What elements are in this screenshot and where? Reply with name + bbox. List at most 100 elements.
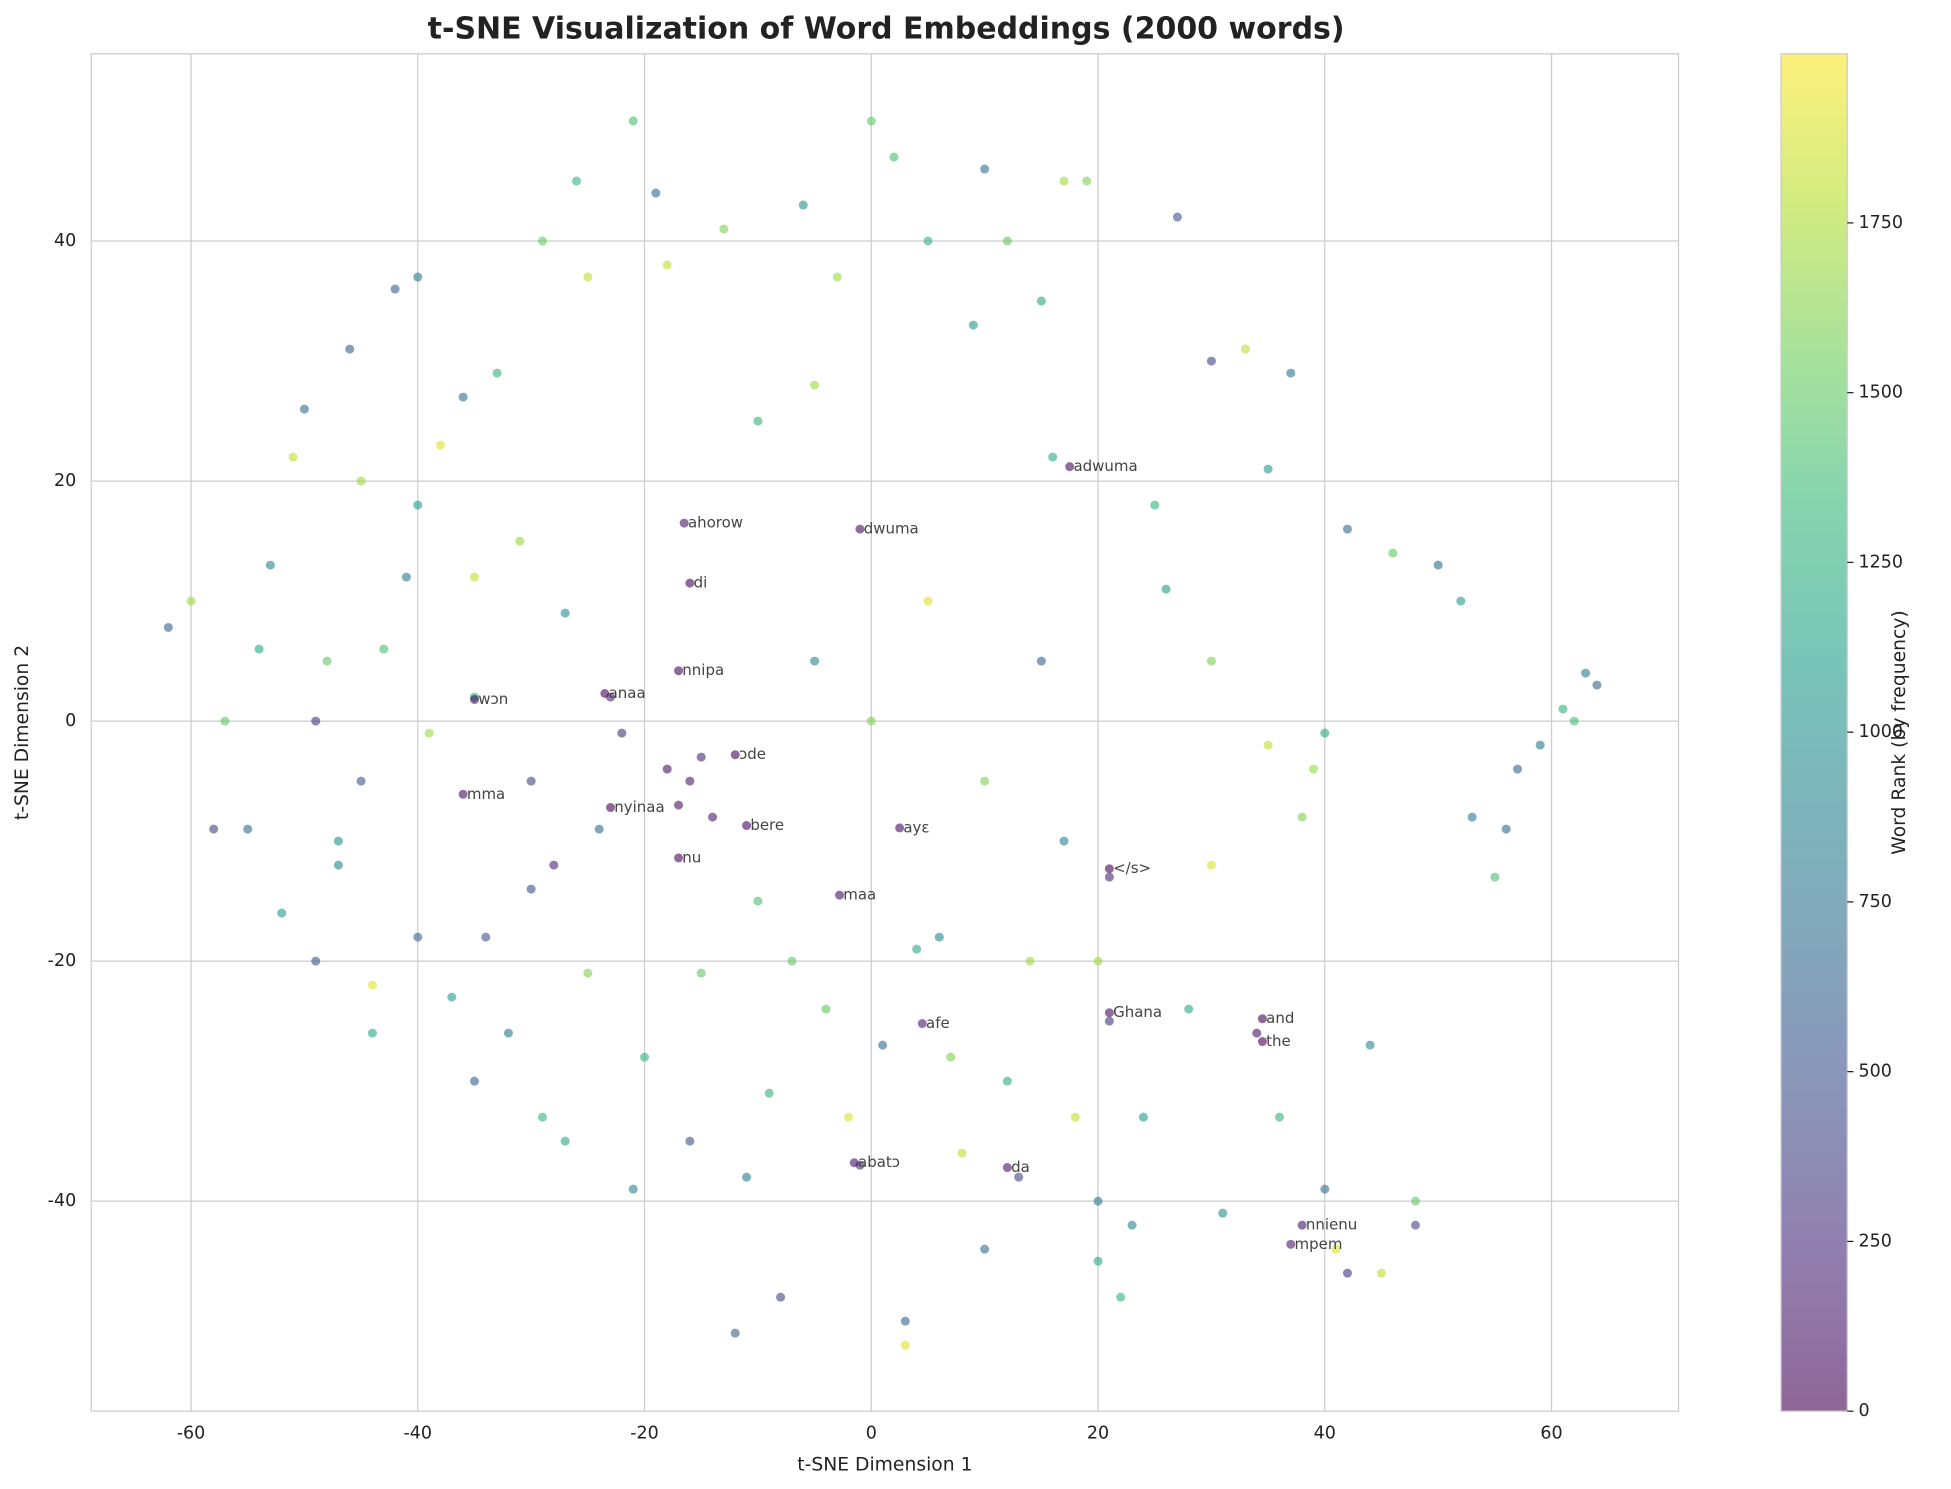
point bbox=[957, 1148, 967, 1158]
point bbox=[764, 1088, 774, 1098]
x-tick-label: -60 bbox=[177, 1424, 206, 1444]
point bbox=[753, 416, 763, 426]
point bbox=[708, 812, 718, 822]
point bbox=[345, 344, 355, 354]
point bbox=[674, 853, 684, 863]
word-label: dwuma bbox=[864, 520, 919, 538]
chart-title: t-SNE Visualization of Word Embeddings (… bbox=[428, 12, 1345, 47]
point bbox=[1065, 462, 1075, 472]
point bbox=[1257, 1037, 1267, 1047]
point bbox=[1082, 176, 1092, 186]
x-tick-label: 0 bbox=[866, 1424, 877, 1444]
word-label: abatɔ bbox=[858, 1153, 900, 1171]
x-tick-label: 20 bbox=[1087, 1424, 1109, 1444]
point bbox=[600, 688, 610, 698]
point bbox=[832, 272, 842, 282]
point bbox=[1342, 1268, 1352, 1278]
point bbox=[1320, 1184, 1330, 1194]
point bbox=[844, 1112, 854, 1122]
word-label: wɔn bbox=[478, 690, 508, 708]
point bbox=[526, 884, 536, 894]
y-tick-label: 20 bbox=[54, 471, 76, 491]
point bbox=[1433, 560, 1443, 570]
point bbox=[1127, 1220, 1137, 1230]
colorbar bbox=[1780, 53, 1848, 1412]
point bbox=[322, 656, 332, 666]
point bbox=[679, 518, 689, 528]
point bbox=[254, 644, 264, 654]
point bbox=[549, 860, 559, 870]
y-axis-label: t-SNE Dimension 2 bbox=[12, 645, 33, 820]
point bbox=[1025, 956, 1035, 966]
point bbox=[1388, 548, 1398, 558]
point bbox=[571, 176, 581, 186]
point bbox=[866, 116, 876, 126]
word-label: mpem bbox=[1295, 1235, 1343, 1253]
point bbox=[594, 824, 604, 834]
y-tick-label: -20 bbox=[48, 951, 77, 971]
point bbox=[628, 116, 638, 126]
point bbox=[413, 932, 423, 942]
point bbox=[560, 1136, 570, 1146]
point bbox=[685, 578, 695, 588]
point bbox=[469, 572, 479, 582]
point bbox=[1206, 656, 1216, 666]
point bbox=[458, 392, 468, 402]
point bbox=[835, 890, 845, 900]
point bbox=[1002, 1076, 1012, 1086]
point bbox=[1184, 1004, 1194, 1014]
point bbox=[849, 1158, 859, 1168]
word-label: maa bbox=[843, 886, 876, 904]
point bbox=[1161, 584, 1171, 594]
point bbox=[390, 284, 400, 294]
point bbox=[503, 1028, 513, 1038]
colorbar-tick-label: 500 bbox=[1859, 1062, 1892, 1082]
colorbar-label: Word Rank (by frequency) bbox=[1889, 610, 1910, 854]
point bbox=[1002, 236, 1012, 246]
point bbox=[980, 776, 990, 786]
point bbox=[458, 789, 468, 799]
point bbox=[537, 1112, 547, 1122]
point bbox=[1365, 1040, 1375, 1050]
word-label: nu bbox=[682, 848, 701, 866]
point bbox=[912, 944, 922, 954]
point bbox=[424, 728, 434, 738]
point bbox=[1070, 1112, 1080, 1122]
x-tick-label: -20 bbox=[630, 1424, 659, 1444]
y-tick-label: 40 bbox=[54, 231, 76, 251]
point bbox=[968, 320, 978, 330]
point bbox=[855, 524, 865, 534]
point bbox=[515, 536, 525, 546]
point bbox=[651, 188, 661, 198]
point bbox=[1535, 740, 1545, 750]
point bbox=[1059, 836, 1069, 846]
word-label: nnienu bbox=[1306, 1216, 1357, 1234]
point bbox=[606, 803, 616, 813]
point bbox=[1036, 656, 1046, 666]
point bbox=[1558, 704, 1568, 714]
word-label: </s> bbox=[1113, 859, 1151, 877]
point bbox=[299, 404, 309, 414]
point bbox=[1501, 824, 1511, 834]
point bbox=[810, 656, 820, 666]
point bbox=[333, 860, 343, 870]
point bbox=[730, 750, 740, 760]
point bbox=[492, 368, 502, 378]
word-label: adwuma bbox=[1073, 457, 1137, 475]
point bbox=[186, 596, 196, 606]
point bbox=[674, 800, 684, 810]
point bbox=[934, 932, 944, 942]
word-label: nnipa bbox=[682, 661, 724, 679]
point bbox=[469, 694, 479, 704]
point bbox=[730, 1328, 740, 1338]
point bbox=[889, 152, 899, 162]
word-label: anaa bbox=[609, 684, 646, 702]
point bbox=[787, 956, 797, 966]
point bbox=[900, 1340, 910, 1350]
point bbox=[1002, 1163, 1012, 1173]
colorbar-tick-label: 1750 bbox=[1859, 213, 1904, 233]
point bbox=[1150, 500, 1160, 510]
point bbox=[1093, 1196, 1103, 1206]
point bbox=[537, 236, 547, 246]
